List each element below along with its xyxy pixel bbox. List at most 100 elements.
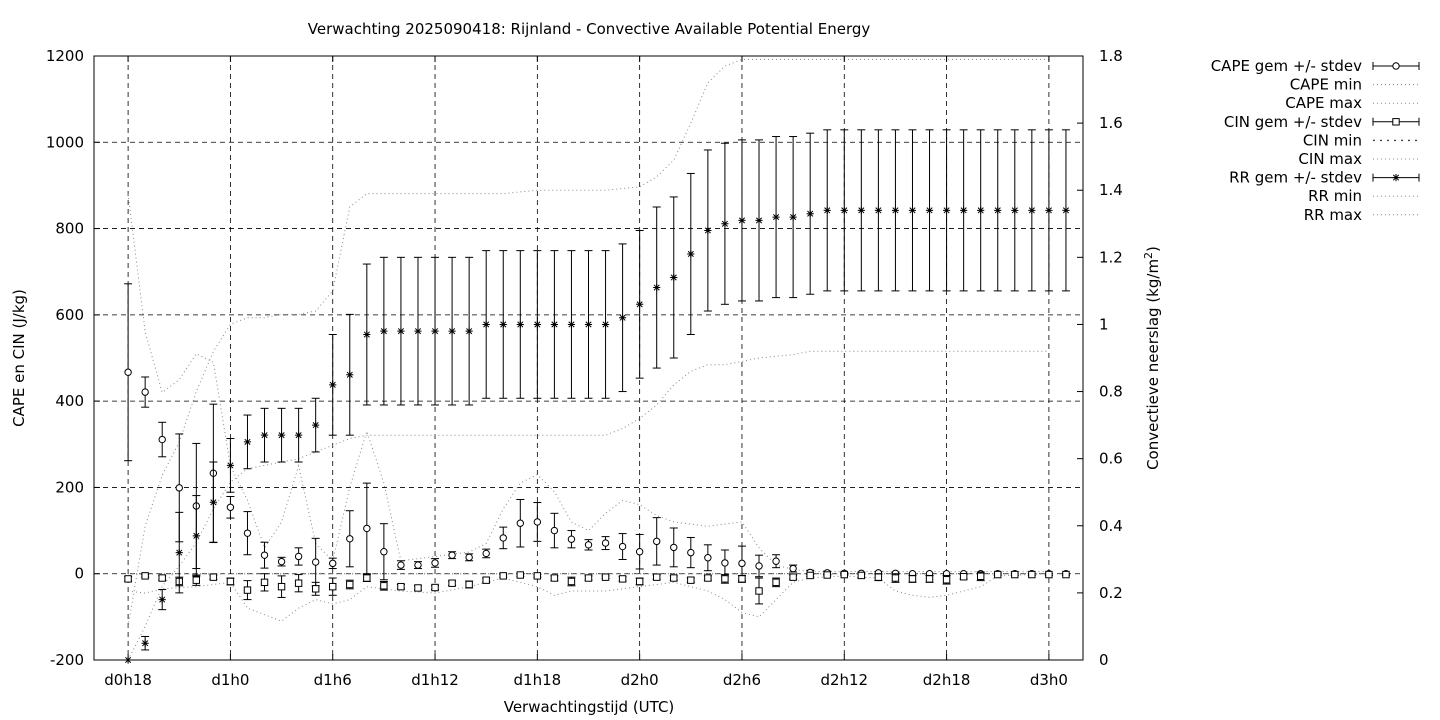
star-marker [1028, 206, 1036, 214]
square-marker [499, 572, 507, 580]
y-axis-label: CAPE en CIN (J/kg) [10, 289, 28, 427]
x-tick-label: d2h6 [723, 671, 761, 689]
chart-title: Verwachting 2025090418: Rijnland - Conve… [308, 20, 871, 38]
star-marker [397, 327, 405, 335]
min-max-line [127, 350, 1049, 661]
circle-marker [533, 518, 542, 526]
star-marker [312, 421, 320, 429]
x-tick-label: d0h18 [104, 671, 152, 689]
star-marker [380, 327, 388, 335]
star-marker [329, 381, 337, 389]
star-marker [363, 330, 371, 339]
legend-label: CIN min [1303, 131, 1362, 149]
square-marker [806, 571, 814, 580]
star-marker [994, 206, 1002, 214]
series-points [124, 129, 1070, 664]
y2-axis-label-superscript: 2 [1142, 252, 1155, 259]
square-marker [1045, 570, 1053, 579]
star-marker [738, 216, 746, 225]
star-marker [772, 213, 780, 221]
circle-marker [124, 368, 132, 376]
y2-tick-label: 1.8 [1099, 47, 1123, 65]
square-marker [1062, 570, 1070, 579]
circle-marker [704, 554, 712, 562]
legend-label: CIN gem +/- stdev [1224, 113, 1362, 131]
star-marker [431, 327, 439, 335]
square-marker [311, 585, 320, 593]
circle-marker [277, 557, 286, 566]
square-marker [158, 574, 166, 582]
star-marker [840, 206, 848, 214]
star-marker [175, 549, 183, 557]
circle-marker [226, 503, 235, 511]
square-marker [567, 577, 576, 586]
square-marker [772, 578, 780, 587]
legend-label: CIN max [1298, 150, 1362, 168]
circle-marker [635, 548, 644, 556]
square-marker [584, 574, 593, 582]
y2-tick-label: 0.4 [1099, 517, 1123, 535]
square-marker [653, 573, 661, 581]
square-marker [465, 580, 473, 589]
square-marker [635, 577, 644, 586]
y-tick-label: 1000 [46, 133, 84, 151]
star-marker [1045, 206, 1053, 214]
star-marker [567, 320, 576, 329]
y-tick-label: -200 [50, 651, 84, 669]
x-tick-label: d1h0 [211, 671, 249, 689]
star-marker [908, 206, 917, 214]
square-marker [670, 574, 678, 582]
y2-axis-label: Convectieve neerslag (kg/m2) [1142, 246, 1162, 470]
star-marker [925, 206, 934, 214]
circle-marker [414, 561, 422, 569]
square-marker [533, 572, 542, 580]
square-marker [755, 587, 763, 595]
y-tick-label: 400 [55, 392, 84, 410]
x-tick-label: d2h0 [621, 671, 659, 689]
min-max-lines [127, 58, 1049, 661]
legend-label: CAPE min [1290, 76, 1362, 94]
square-marker [823, 571, 831, 579]
star-marker [516, 320, 524, 329]
star-marker [346, 371, 354, 379]
circle-marker [329, 559, 337, 568]
square-marker [789, 573, 797, 581]
star-marker [891, 206, 900, 214]
y2-tick-label: 0.6 [1099, 450, 1123, 468]
star-marker [482, 320, 490, 329]
square-marker [891, 574, 900, 582]
star-marker [704, 226, 712, 235]
star-marker [158, 596, 166, 604]
legend-label: RR gem +/- stdev [1229, 169, 1362, 187]
circle-marker [311, 558, 320, 566]
star-marker [550, 320, 558, 329]
y2-tick-label: 1.4 [1099, 181, 1123, 199]
circle-marker [516, 519, 524, 527]
circle-marker [448, 551, 456, 559]
circle-marker [567, 535, 576, 543]
star-marker [1392, 174, 1400, 182]
square-marker [124, 575, 132, 583]
star-marker [465, 327, 473, 335]
y-tick-label: 200 [55, 478, 84, 496]
y2-tick-label: 0 [1099, 651, 1109, 669]
square-marker [243, 586, 252, 594]
star-marker [226, 461, 235, 469]
square-marker [550, 574, 559, 582]
square-marker [704, 574, 712, 582]
square-marker [1028, 570, 1036, 579]
square-marker [908, 575, 917, 583]
circle-marker [141, 388, 149, 396]
min-max-line [127, 58, 1049, 627]
star-marker [601, 320, 610, 329]
square-marker [277, 582, 286, 591]
square-marker [959, 573, 968, 581]
circle-marker [260, 551, 269, 559]
square-marker [431, 583, 439, 592]
star-marker [209, 498, 217, 506]
square-marker [226, 577, 235, 586]
circle-marker [618, 542, 627, 551]
square-marker [601, 573, 610, 581]
